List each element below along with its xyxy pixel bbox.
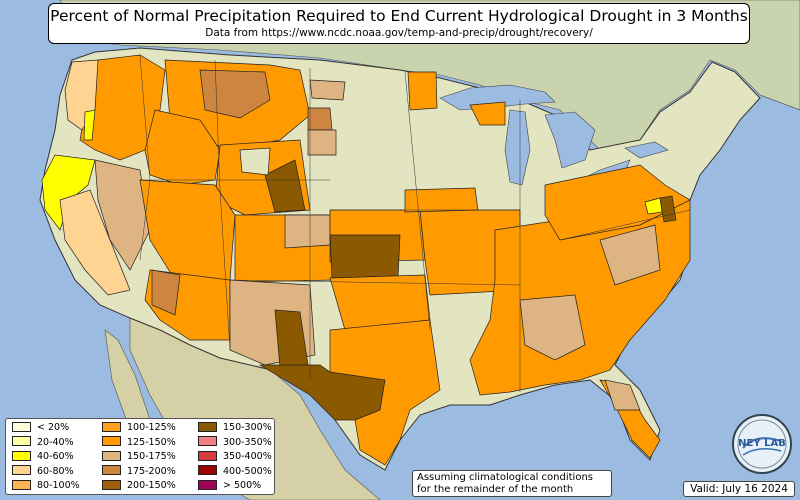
legend-swatch: [12, 465, 31, 475]
drought-regions: [41, 54, 691, 466]
legend-item: 40-60%: [12, 450, 74, 463]
legend-label: 300-350%: [223, 436, 272, 448]
legend-item: > 500%: [198, 479, 262, 492]
legend-item: 175-200%: [102, 465, 176, 478]
legend-item: 100-125%: [102, 421, 176, 434]
legend-swatch: [198, 450, 217, 461]
legend-label: 350-400%: [223, 451, 272, 462]
legend-swatch: [12, 479, 31, 490]
region-minnesota: [407, 71, 438, 111]
region-md-yellow: [644, 197, 663, 215]
region-michigan: [469, 101, 506, 126]
region-idaho: [144, 109, 221, 186]
ney-lab-logo: NEY LAB: [732, 414, 792, 474]
region-nevada: [94, 159, 151, 271]
legend-item: 60-80%: [12, 465, 74, 478]
region-colorado-tan: [284, 214, 331, 249]
region-se-tan2: [599, 224, 661, 286]
legend-label: 200-150%: [127, 480, 176, 491]
legend-swatch: [198, 465, 217, 475]
legend-item: 150-175%: [102, 450, 176, 463]
map-subtitle: Data from https://www.ncdc.noaa.gov/temp…: [205, 27, 593, 39]
legend-item: 125-150%: [102, 436, 176, 449]
assumption-note: Assuming climatological conditions for t…: [412, 470, 612, 497]
legend-swatch: [198, 436, 217, 446]
lake-ontario: [624, 141, 669, 159]
lake-huron: [544, 111, 596, 169]
legend-label: > 500%: [223, 480, 262, 491]
region-texas-orange: [329, 319, 441, 466]
title-box: Percent of Normal Precipitation Required…: [48, 3, 750, 44]
note-line-2: for the remainder of the month: [417, 484, 574, 495]
region-kansas-brown: [329, 234, 401, 279]
legend-swatch: [102, 450, 121, 461]
legend-label: 80-100%: [37, 480, 80, 491]
region-montana-brown: [199, 69, 271, 119]
legend: < 20% 20-40% 40-60% 60-80% 80-100% 100-125% 12…: [5, 418, 275, 495]
legend-swatch: [102, 465, 121, 475]
region-or-yellow: [83, 109, 96, 141]
lake-superior: [439, 84, 556, 111]
legend-item: 80-100%: [12, 479, 80, 492]
region-iowa: [404, 187, 479, 213]
legend-label: 100-125%: [127, 422, 176, 433]
region-se-tan: [519, 294, 586, 361]
legend-label: 400-500%: [223, 465, 272, 477]
legend-swatch: [12, 436, 31, 446]
lake-michigan: [504, 109, 531, 186]
legend-swatch: [12, 421, 31, 432]
region-sd-patch2: [307, 129, 337, 156]
region-sd-patch: [307, 107, 333, 131]
legend-label: 60-80%: [37, 465, 74, 477]
legend-item: 300-350%: [198, 436, 272, 449]
legend-item: 200-150%: [102, 479, 176, 492]
legend-swatch: [198, 421, 217, 432]
state-lines: [139, 54, 691, 392]
region-arizona-brown: [151, 269, 181, 316]
region-florida-tan: [604, 379, 641, 411]
legend-label: 20-40%: [37, 436, 74, 448]
legend-label: 125-150%: [127, 436, 176, 448]
legend-swatch: [12, 450, 31, 461]
note-line-1: Assuming climatological conditions: [417, 472, 593, 483]
logo-text: NEY LAB: [738, 438, 786, 449]
region-ca-light: [59, 189, 131, 296]
legend-swatch: [102, 421, 121, 432]
region-delmarva: [659, 195, 677, 223]
legend-item: 350-400%: [198, 450, 272, 463]
legend-label: 175-200%: [127, 465, 176, 477]
region-nd-patch: [309, 79, 346, 101]
legend-item: 400-500%: [198, 465, 272, 478]
legend-item: 20-40%: [12, 436, 74, 449]
legend-swatch: [198, 479, 217, 490]
legend-item: 150-300%: [198, 421, 272, 434]
legend-swatch: [102, 479, 121, 490]
legend-label: 150-300%: [223, 422, 272, 433]
legend-label: < 20%: [37, 422, 70, 433]
region-wyoming-lake: [239, 147, 271, 176]
region-wyoming-brown: [264, 159, 306, 213]
legend-swatch: [102, 436, 121, 446]
valid-date-badge: Valid: July 16 2024: [683, 481, 795, 497]
legend-item: < 20%: [12, 421, 70, 434]
legend-label: 40-60%: [37, 451, 74, 462]
legend-label: 150-175%: [127, 451, 176, 462]
map-title: Percent of Normal Precipitation Required…: [50, 7, 748, 25]
